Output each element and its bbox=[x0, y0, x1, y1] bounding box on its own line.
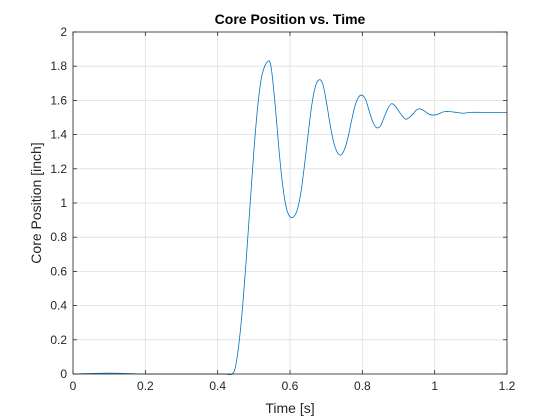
ticks: 0 0.2 0.4 0.6 0.8 1 1.2 0 0.2 0.4 0.6 0.8 1 1.2 1.4 1.6… bbox=[50, 25, 515, 393]
y-tick-label: 1.4 bbox=[50, 128, 67, 142]
y-tick-label: 0 bbox=[60, 367, 67, 381]
y-tick-label: 0.4 bbox=[50, 299, 67, 313]
x-tick-label: 1.2 bbox=[499, 379, 516, 393]
x-tick-label: 0.6 bbox=[282, 379, 299, 393]
y-tick-label: 0.6 bbox=[50, 264, 67, 278]
chart-title: Core Position vs. Time bbox=[215, 11, 366, 27]
y-tick-label: 1 bbox=[60, 196, 67, 210]
y-axis-label: Core Position [inch] bbox=[28, 142, 44, 263]
y-tick-label: 2 bbox=[60, 25, 67, 39]
y-tick-label: 1.2 bbox=[50, 162, 67, 176]
y-tick-label: 0.8 bbox=[50, 230, 67, 244]
y-tick-label: 1.6 bbox=[50, 93, 67, 107]
x-tick-label: 1 bbox=[431, 379, 438, 393]
y-tick-label: 0.2 bbox=[50, 333, 67, 347]
y-tick-label: 1.8 bbox=[50, 59, 67, 73]
x-tick-label: 0.2 bbox=[137, 379, 154, 393]
x-tick-label: 0.8 bbox=[354, 379, 371, 393]
series-line-0 bbox=[72, 60, 507, 376]
series-group bbox=[72, 60, 507, 376]
x-axis-label: Time [s] bbox=[265, 400, 314, 416]
x-tick-label: 0.4 bbox=[209, 379, 226, 393]
x-tick-label: 0 bbox=[70, 379, 77, 393]
